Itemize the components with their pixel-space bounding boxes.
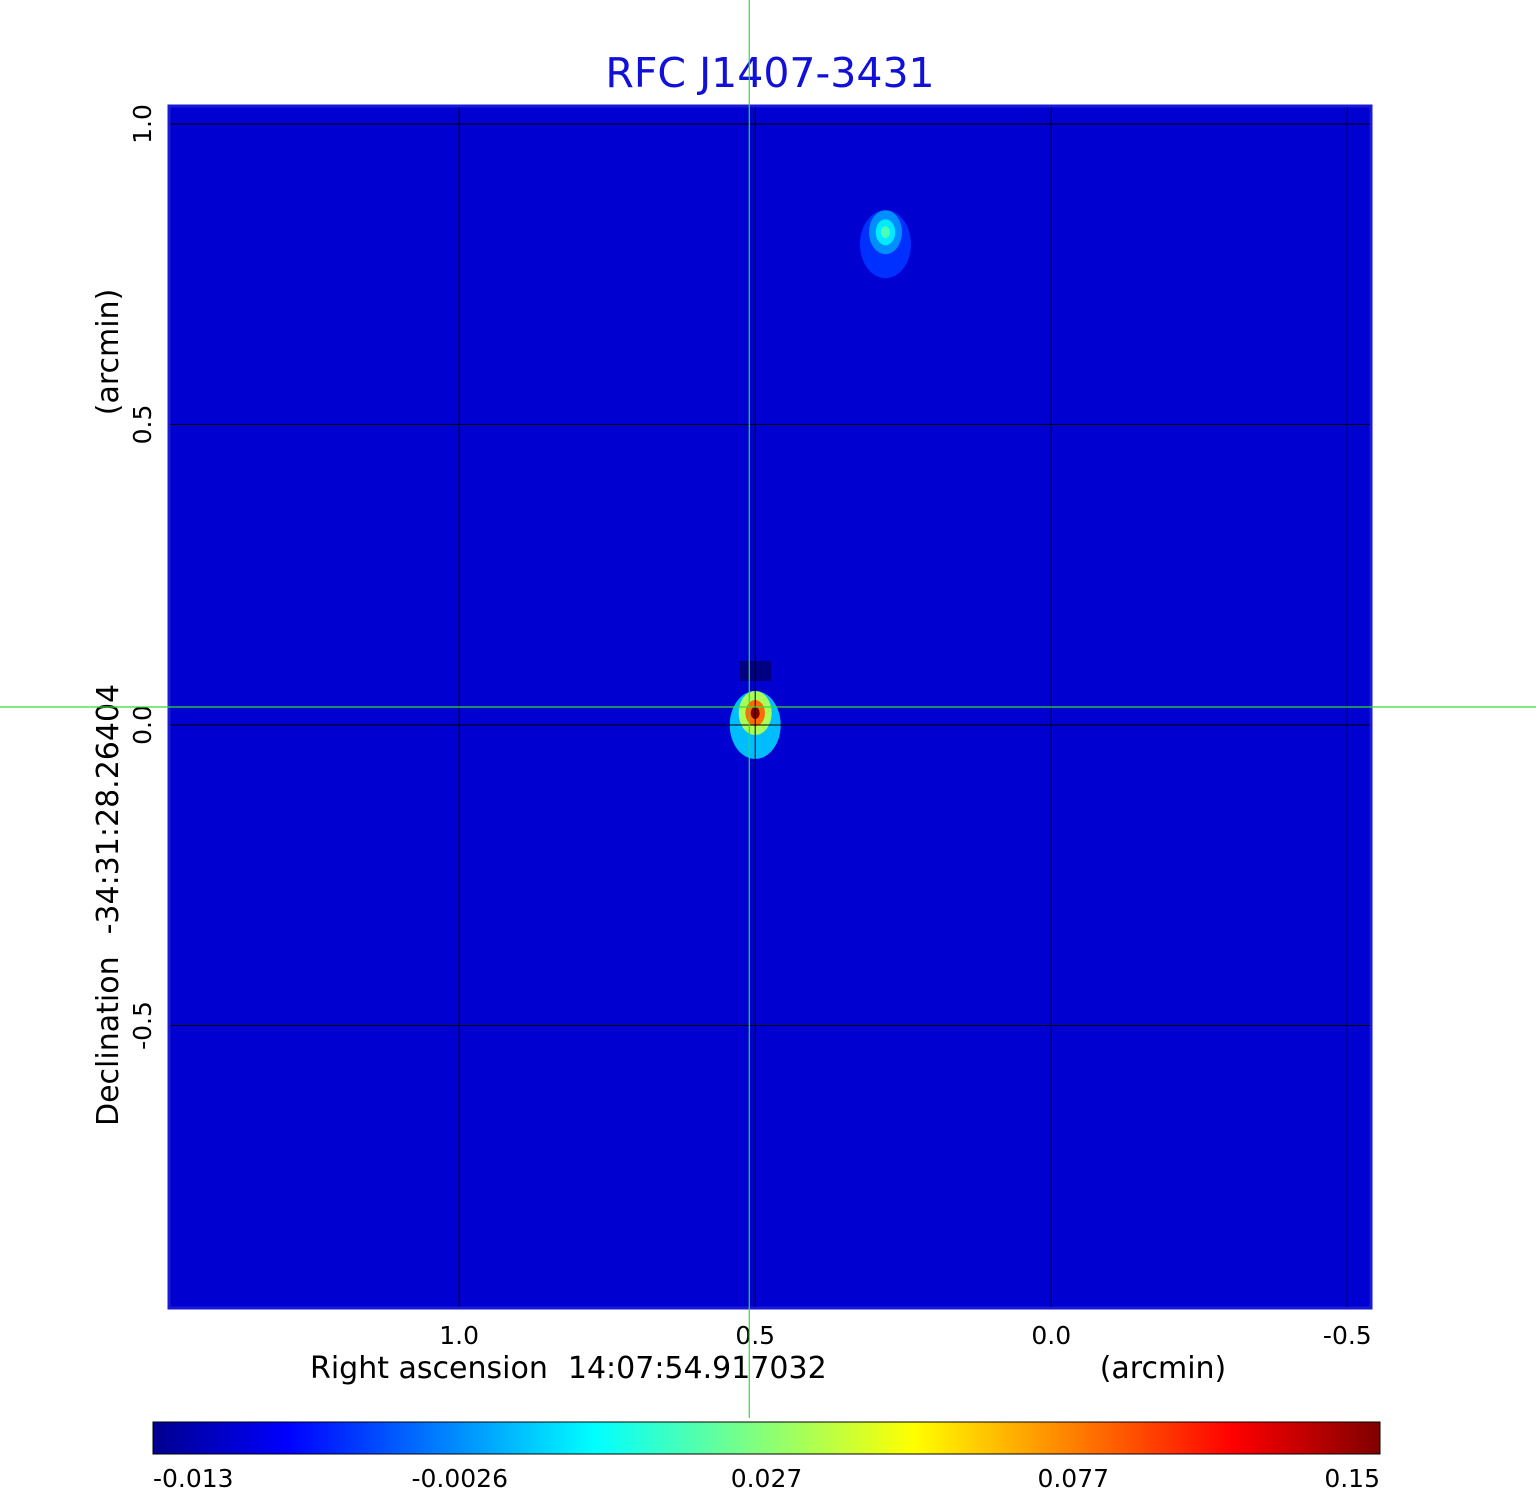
- heatmap-feature-secondary-source: [859, 210, 911, 279]
- y-tick-label: 0.5: [128, 405, 157, 445]
- colorbar-tick-label: 0.077: [1037, 1464, 1109, 1493]
- y-tick-label: -0.5: [128, 1001, 157, 1050]
- crosshair: [0, 0, 1536, 1418]
- x-tick-labels: 1.0 0.5 0.0 -0.5: [439, 1321, 1371, 1350]
- y-tick-label: 0.0: [128, 705, 157, 745]
- x-tick-label: -0.5: [1323, 1321, 1372, 1350]
- colorbar: [152, 1421, 1381, 1455]
- x-axis-label: Right ascension 14:07:54.917032: [310, 1351, 827, 1386]
- x-axis-label-coordinate: 14:07:54.917032: [568, 1351, 827, 1386]
- y-axis-label: Declination -34:31:28.26404: [91, 684, 126, 1126]
- chart-title: RFC J1407-3431: [605, 49, 934, 97]
- x-tick-label: 0.0: [1031, 1321, 1071, 1350]
- x-tick-label: 0.5: [735, 1321, 775, 1350]
- y-axis-label-prefix: Declination: [91, 956, 126, 1126]
- colorbar-tick-label: 0.027: [731, 1464, 803, 1493]
- y-tick-label: 1.0: [128, 104, 157, 144]
- x-axis-unit: (arcmin): [1100, 1351, 1227, 1386]
- colorbar-tick-label: 0.15: [1324, 1464, 1380, 1493]
- x-axis-label-prefix: Right ascension: [310, 1351, 548, 1386]
- colorbar-tick-label: -0.013: [153, 1464, 234, 1493]
- y-axis-label-coordinate: -34:31:28.26404: [91, 684, 126, 935]
- colorbar-tick-label: -0.0026: [412, 1464, 509, 1493]
- y-tick-labels: 1.0 0.5 0.0 -0.5: [128, 104, 157, 1050]
- x-tick-label: 1.0: [439, 1321, 479, 1350]
- colorbar-tick-labels: -0.013 -0.0026 0.027 0.077 0.15: [153, 1464, 1380, 1493]
- y-axis-unit: (arcmin): [91, 289, 126, 416]
